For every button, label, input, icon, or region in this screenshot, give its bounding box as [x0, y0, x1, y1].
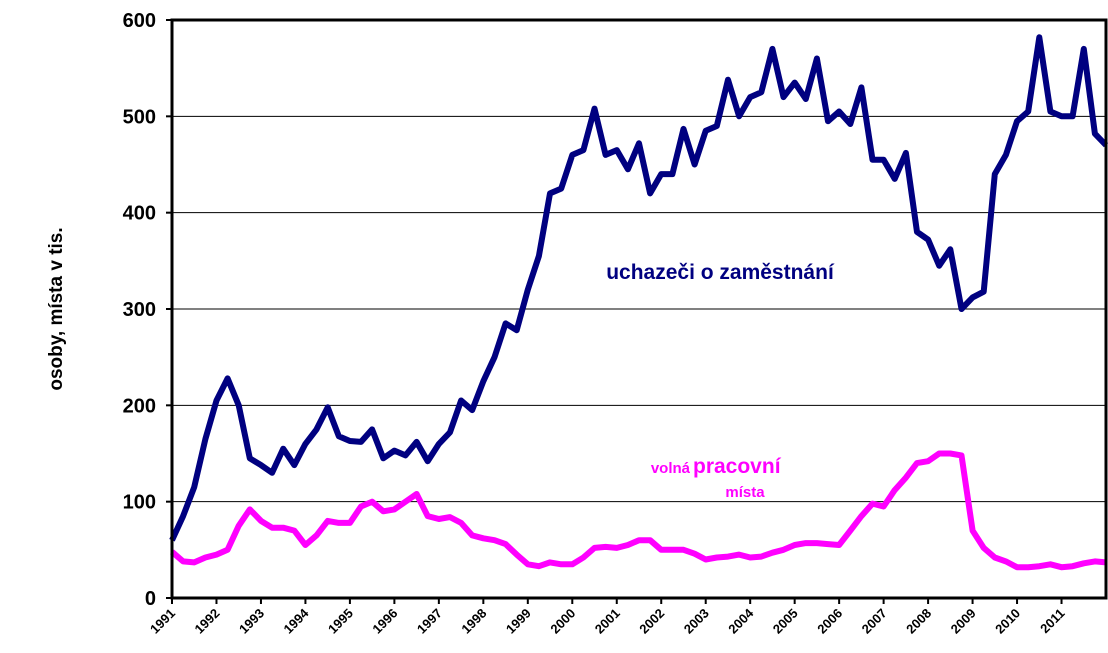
annotation: pracovní [693, 455, 782, 478]
y-tick-label: 400 [123, 203, 156, 225]
y-tick-label: 200 [123, 395, 156, 417]
x-tick-label: 2004 [725, 605, 757, 637]
x-tick-label: 1996 [369, 606, 400, 637]
x-tick-label: 1994 [280, 605, 312, 637]
x-tick-label: 2006 [814, 606, 845, 637]
x-tick-label: 2000 [547, 606, 578, 637]
x-tick-label: 1991 [147, 606, 178, 637]
y-axis-label: osoby, místa v tis. [46, 227, 67, 390]
annotation: uchazeči o zaměstnání [606, 261, 835, 284]
x-tick-label: 2009 [948, 606, 979, 637]
x-tick-label: 2007 [859, 606, 890, 637]
y-tick-label: 100 [123, 492, 156, 514]
x-tick-label: 2002 [636, 606, 667, 637]
x-tick-label: 1992 [192, 606, 223, 637]
series-line [170, 450, 1107, 571]
y-tick-label: 600 [123, 10, 156, 32]
y-tick-label: 300 [123, 299, 156, 321]
series-line [169, 34, 1108, 542]
x-tick-label: 2011 [1037, 606, 1068, 637]
x-tick-label: 2010 [992, 606, 1023, 637]
x-tick-label: 1997 [414, 606, 445, 637]
y-tick-label: 500 [123, 106, 156, 128]
x-tick-label: 2001 [592, 606, 623, 637]
x-tick-label: 1999 [503, 606, 534, 637]
x-tick-label: 2003 [681, 606, 712, 637]
x-tick-label: 2008 [903, 606, 934, 637]
x-tick-label: 2005 [770, 606, 801, 637]
plot-border [170, 18, 1108, 600]
annotation: volná [651, 460, 691, 477]
x-tick-label: 1993 [236, 606, 267, 637]
x-tick-label: 1995 [325, 606, 356, 637]
x-tick-label: 1998 [458, 606, 489, 637]
annotation: místa [725, 484, 765, 501]
y-tick-label: 0 [145, 588, 156, 610]
